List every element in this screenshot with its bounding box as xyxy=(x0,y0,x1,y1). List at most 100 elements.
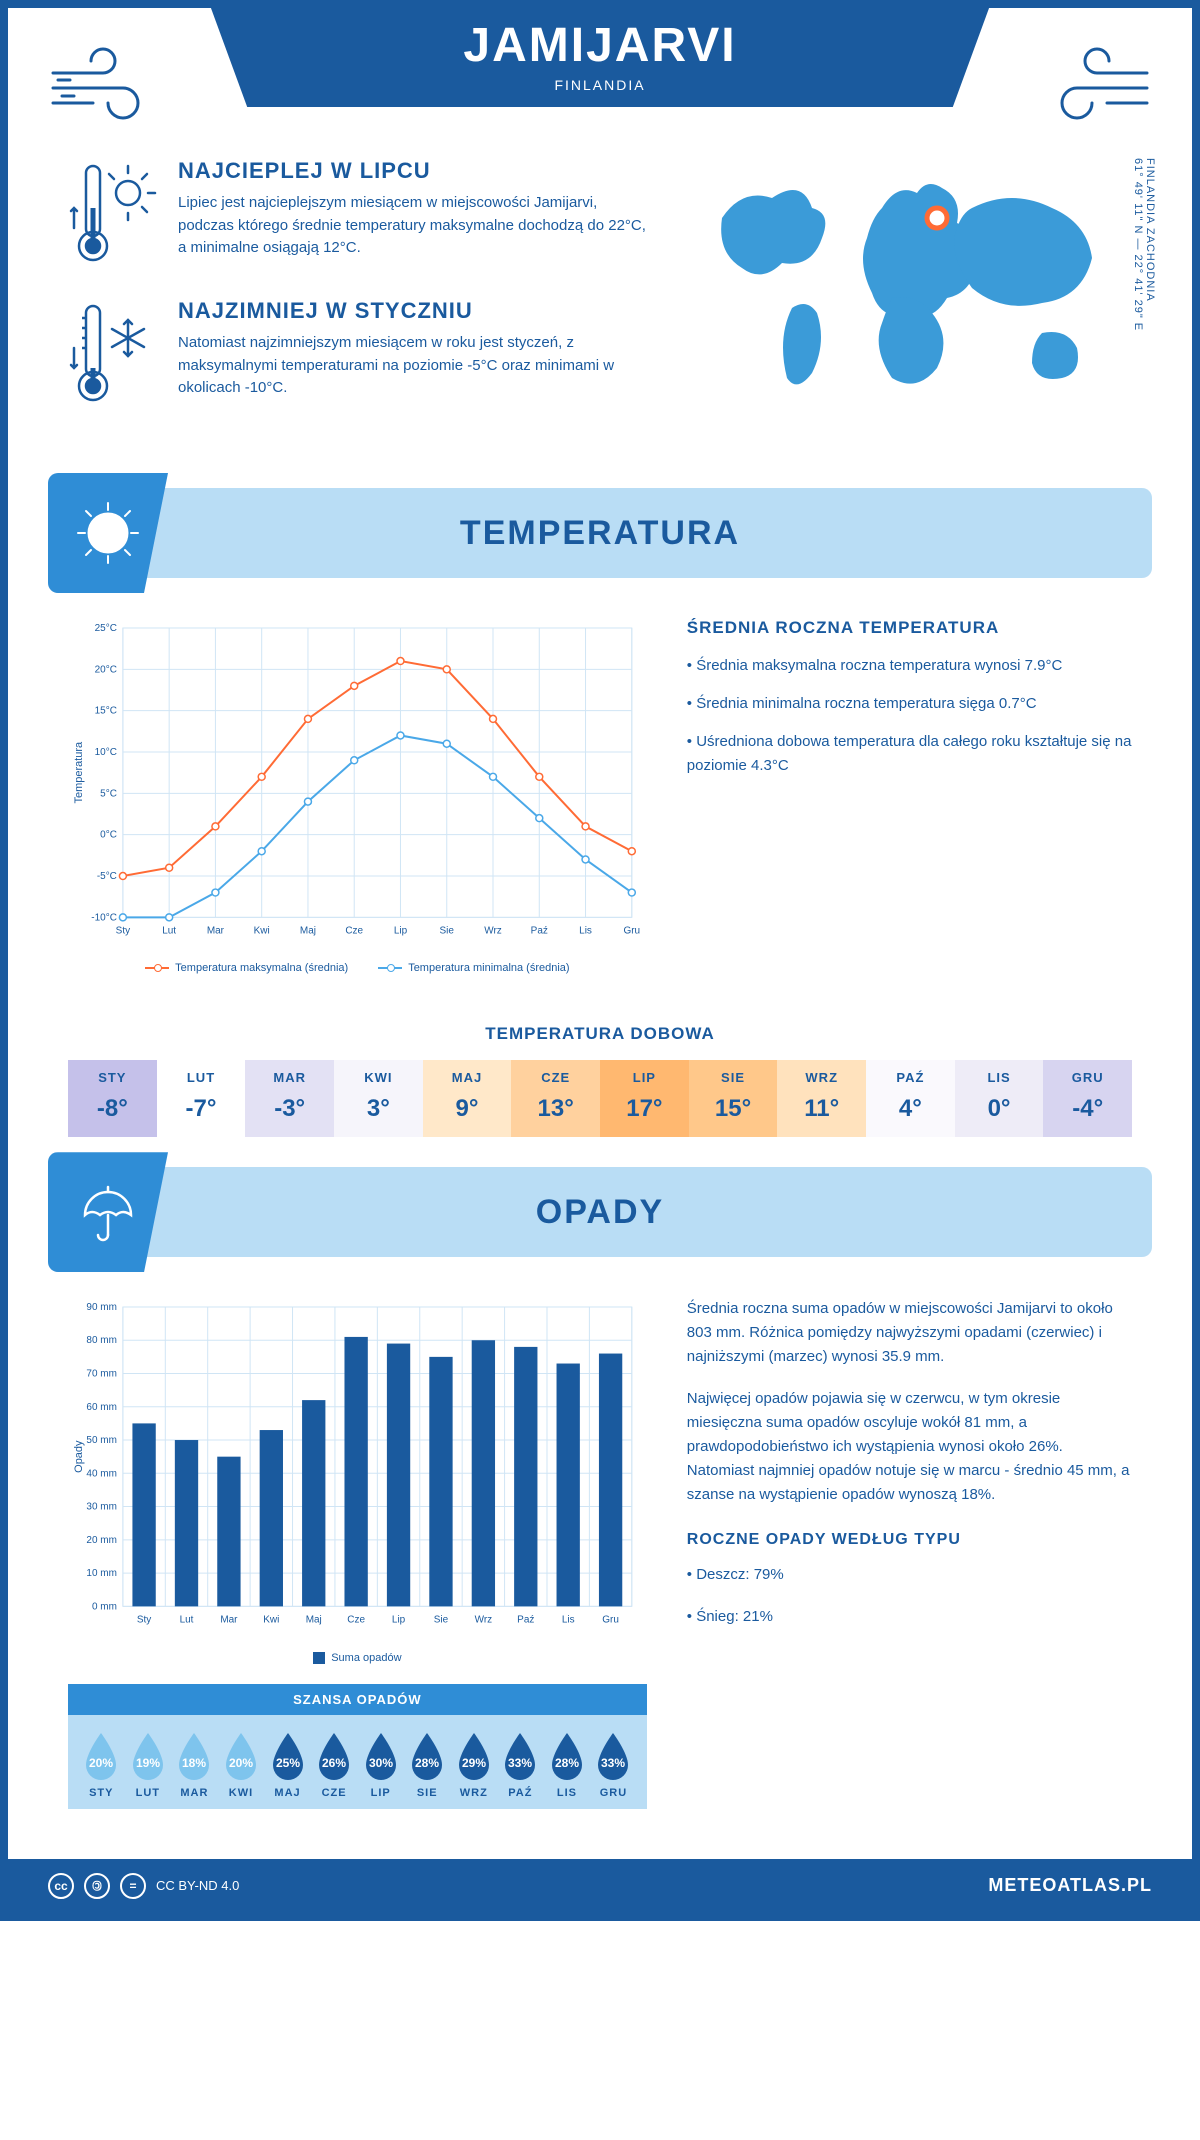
svg-text:30%: 30% xyxy=(369,1756,393,1770)
chance-month: STY xyxy=(78,1787,125,1799)
svg-text:10°C: 10°C xyxy=(95,747,117,758)
precip-side: Średnia roczna suma opadów w miejscowośc… xyxy=(687,1297,1132,1808)
coords-region: FINLANDIA ZACHODNIA xyxy=(1144,158,1156,302)
temperature-title: TEMPERATURA xyxy=(168,514,1152,553)
daily-value: -8° xyxy=(72,1095,153,1123)
svg-text:-5°C: -5°C xyxy=(97,871,117,882)
drop-icon: 29% xyxy=(453,1729,495,1781)
title-banner: JAMIJARVI FINLANDIA xyxy=(208,0,992,107)
daily-cell: CZE13° xyxy=(511,1060,600,1137)
svg-text:5°C: 5°C xyxy=(100,788,117,799)
daily-cell: PAŹ 4° xyxy=(866,1060,955,1137)
svg-text:60 mm: 60 mm xyxy=(86,1402,116,1413)
sun-icon xyxy=(73,498,143,568)
precip-content: 0 mm10 mm20 mm30 mm40 mm50 mm60 mm70 mm8… xyxy=(8,1277,1192,1828)
drop-icon: 26% xyxy=(313,1729,355,1781)
wind-icon-left xyxy=(48,38,188,128)
svg-text:20°C: 20°C xyxy=(95,664,117,675)
svg-text:25%: 25% xyxy=(276,1756,300,1770)
svg-text:0°C: 0°C xyxy=(100,830,117,841)
daily-value: -7° xyxy=(161,1095,242,1123)
svg-text:Opady: Opady xyxy=(73,1440,85,1473)
daily-cell: STY -8° xyxy=(68,1060,157,1137)
chance-month: MAJ xyxy=(264,1787,311,1799)
daily-cell: LIS 0° xyxy=(955,1060,1044,1137)
daily-month: LIP xyxy=(604,1070,685,1085)
svg-text:0 mm: 0 mm xyxy=(92,1602,117,1613)
svg-text:Mar: Mar xyxy=(220,1615,238,1626)
svg-text:Lip: Lip xyxy=(392,1615,406,1626)
svg-text:Kwi: Kwi xyxy=(263,1615,279,1626)
hottest-block: NAJCIEPLEJ W LIPCU Lipiec jest najcieple… xyxy=(68,158,652,268)
sun-icon-wrap xyxy=(48,473,168,593)
precip-legend-item: Suma opadów xyxy=(313,1652,401,1664)
daily-month: STY xyxy=(72,1070,153,1085)
svg-text:20 mm: 20 mm xyxy=(86,1535,116,1546)
daily-month: WRZ xyxy=(781,1070,862,1085)
daily-cell: WRZ11° xyxy=(777,1060,866,1137)
city-title: JAMIJARVI xyxy=(228,18,972,73)
temp-bullet: • Uśredniona dobowa temperatura dla całe… xyxy=(687,730,1132,778)
hottest-body: Lipiec jest najcieplejszym miesiącem w m… xyxy=(178,192,652,260)
temp-bullets: • Średnia maksymalna roczna temperatura … xyxy=(687,654,1132,778)
precip-type-bullet: • Śnieg: 21% xyxy=(687,1605,1132,1629)
chance-cell: 18% MAR xyxy=(171,1729,218,1799)
daily-month: MAJ xyxy=(427,1070,508,1085)
daily-month: LUT xyxy=(161,1070,242,1085)
daily-month: KWI xyxy=(338,1070,419,1085)
svg-text:40 mm: 40 mm xyxy=(86,1469,116,1480)
temp-bullet: • Średnia maksymalna roczna temperatura … xyxy=(687,654,1132,678)
svg-text:Lut: Lut xyxy=(180,1615,194,1626)
precip-text-2: Najwięcej opadów pojawia się w czerwcu, … xyxy=(687,1387,1132,1507)
svg-text:33%: 33% xyxy=(508,1756,532,1770)
chance-month: KWI xyxy=(218,1787,265,1799)
daily-month: LIS xyxy=(959,1070,1040,1085)
coords-latlon: 61° 49' 11" N — 22° 41' 29" E xyxy=(1132,158,1144,331)
svg-text:18%: 18% xyxy=(182,1756,206,1770)
legend-max: Temperatura maksymalna (średnia) xyxy=(145,962,348,974)
chance-body: 20% STY 19% LUT 18% MAR 20% KWI 25% MAJ … xyxy=(68,1715,647,1809)
legend-min-swatch xyxy=(378,967,402,969)
daily-month: MAR xyxy=(249,1070,330,1085)
svg-text:Lis: Lis xyxy=(579,925,592,936)
svg-text:Sie: Sie xyxy=(440,925,455,936)
svg-text:28%: 28% xyxy=(555,1756,579,1770)
svg-text:-10°C: -10°C xyxy=(91,912,117,923)
country-subtitle: FINLANDIA xyxy=(228,77,972,93)
daily-month: PAŹ xyxy=(870,1070,951,1085)
svg-text:Paź: Paź xyxy=(517,1615,534,1626)
precip-type-bullets: • Deszcz: 79% • Śnieg: 21% xyxy=(687,1563,1132,1629)
drop-icon: 33% xyxy=(592,1729,634,1781)
precip-type-title: ROCZNE OPADY WEDŁUG TYPU xyxy=(687,1527,1132,1553)
daily-value: 4° xyxy=(870,1095,951,1123)
svg-text:Lip: Lip xyxy=(394,925,408,936)
hottest-title: NAJCIEPLEJ W LIPCU xyxy=(178,158,652,184)
svg-text:70 mm: 70 mm xyxy=(86,1369,116,1380)
header: JAMIJARVI FINLANDIA xyxy=(8,8,1192,148)
svg-text:Cze: Cze xyxy=(345,925,363,936)
daily-value: 0° xyxy=(959,1095,1040,1123)
temperature-chart: -10°C-5°C0°C5°C10°C15°C20°C25°CStyLutMar… xyxy=(68,618,647,974)
legend-min: Temperatura minimalna (średnia) xyxy=(378,962,569,974)
precip-chart-svg: 0 mm10 mm20 mm30 mm40 mm50 mm60 mm70 mm8… xyxy=(68,1297,647,1636)
svg-text:26%: 26% xyxy=(322,1756,346,1770)
daily-cell: KWI3° xyxy=(334,1060,423,1137)
drop-icon: 30% xyxy=(360,1729,402,1781)
chance-title: SZANSA OPADÓW xyxy=(68,1684,647,1715)
precip-type-bullet: • Deszcz: 79% xyxy=(687,1563,1132,1587)
chance-cell: 30% LIP xyxy=(357,1729,404,1799)
svg-text:80 mm: 80 mm xyxy=(86,1336,116,1347)
temp-bullet: • Średnia minimalna roczna temperatura s… xyxy=(687,692,1132,716)
daily-temp-title: TEMPERATURA DOBOWA xyxy=(8,1024,1192,1044)
chance-cell: 20% STY xyxy=(78,1729,125,1799)
daily-month: CZE xyxy=(515,1070,596,1085)
temperature-banner: TEMPERATURA xyxy=(48,488,1152,578)
wind-icon-right xyxy=(1012,38,1152,128)
svg-text:Maj: Maj xyxy=(300,925,316,936)
chance-cell: 33% PAŹ xyxy=(497,1729,544,1799)
svg-text:90 mm: 90 mm xyxy=(86,1302,116,1313)
chance-month: GRU xyxy=(590,1787,637,1799)
svg-text:Gru: Gru xyxy=(623,925,640,936)
precip-text-1: Średnia roczna suma opadów w miejscowośc… xyxy=(687,1297,1132,1369)
coldest-title: NAJZIMNIEJ W STYCZNIU xyxy=(178,298,652,324)
